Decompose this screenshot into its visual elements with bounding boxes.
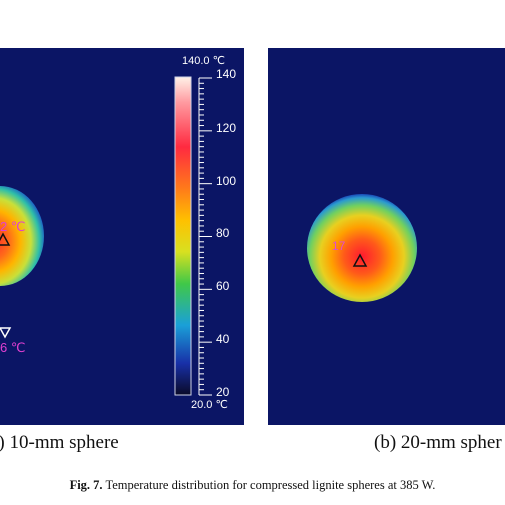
figure-caption: Fig. 7. Temperature distribution for com… [0,478,505,493]
scale-tick-40: 40 [216,332,230,346]
hotspot-a-shape [0,186,44,286]
thermal-hotspot-b [307,194,417,302]
figure-label: Fig. 7. [69,478,103,492]
max-marker-b-icon [352,253,368,267]
scale-tick-20: 20 [216,385,230,399]
subcaption-a: a) 10-mm sphere [0,432,119,453]
scale-tick-140: 140 [216,67,237,81]
scale-tick-60: 60 [216,279,230,293]
subcaption-b: (b) 20-mm spher [374,432,502,453]
max-temp-label-b: 17 [332,239,346,253]
min-temp-label-a: 6 ℃ [0,340,26,355]
thermal-hotspot-a [0,76,212,396]
color-scale-bar [174,76,192,396]
scale-tick-120: 120 [216,121,237,135]
max-marker-a-icon [0,232,11,246]
figure-caption-text: Temperature distribution for compressed … [105,478,436,492]
max-temp-label-a: 2 ℃ [0,219,26,234]
color-scale-minor-ticks [199,77,212,396]
hotspot-b-shape [307,194,417,302]
scale-top-label: 140.0 ℃ [182,55,225,67]
thermal-image-b: 17 [268,48,505,425]
thermal-image-a: 140.0 ℃ 20.0 ℃ 140 120 100 80 60 40 20 2… [0,48,244,425]
scale-tick-100: 100 [216,174,237,188]
scale-bottom-label: 20.0 ℃ [191,399,228,411]
scale-tick-80: 80 [216,226,230,240]
min-marker-a-icon [0,327,12,339]
